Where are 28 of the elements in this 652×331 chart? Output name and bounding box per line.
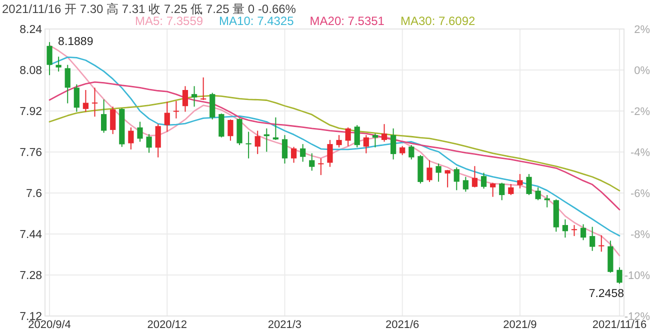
x-tick-label: 2021/11/16 [592, 319, 647, 331]
annotation: 8.1889 [58, 36, 94, 48]
x-tick-label: 2020/9/4 [28, 319, 71, 331]
y-tick-label: 7.44 [20, 229, 43, 241]
y2-tick-label: 0% [634, 65, 650, 77]
annotation: 7.2458 [588, 288, 624, 300]
x-tick-label: 2021/6 [386, 319, 420, 331]
chart-title: 2021/11/16 开 7.30 高 7.31 收 7.25 低 7.25 量 0 -0.66% [2, 2, 296, 16]
x-tick-label: 2021/3 [268, 319, 302, 331]
y2-tick-label: -4% [630, 147, 650, 159]
text: MA10: 7.4325 [219, 14, 294, 28]
y2-tick-label: -2% [630, 106, 650, 118]
y-tick-label: 7.6 [26, 188, 42, 200]
text: MA30: 7.6092 [400, 14, 476, 28]
y2-tick-label: -8% [630, 229, 650, 241]
y-tick-label: 8.24 [20, 24, 43, 36]
text: MA20: 7.5351 [310, 14, 385, 28]
y2-tick-label: -10% [624, 270, 650, 282]
line-series [48, 81, 620, 210]
y-tick-label: 7.76 [20, 147, 42, 159]
y2-tick-label: -6% [630, 188, 650, 200]
y-tick-label: 7.28 [20, 270, 42, 282]
y-tick-label: 7.92 [20, 106, 42, 118]
y2-tick-label: 2% [634, 24, 650, 36]
x-tick-label: 2021/9 [503, 319, 537, 331]
text: MA5: 7.3559 [135, 14, 204, 28]
x-tick-label: 2020/12 [147, 319, 188, 331]
y-tick-label: 8.08 [20, 65, 42, 77]
